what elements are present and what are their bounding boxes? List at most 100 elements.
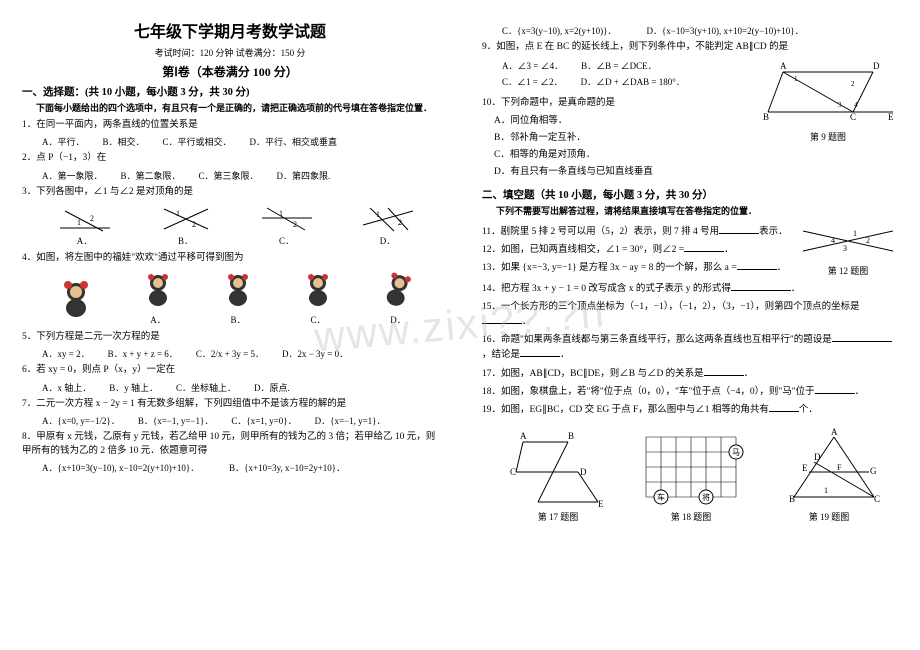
q6-text: 6．若 xy = 0，则点 P（x，y）一定在	[22, 363, 438, 377]
q8-opt-b: B．{x+10=3y, x−10=2y+10}．	[229, 461, 345, 474]
q14-text: 14．把方程 3x + y − 1 = 0 改写成含 x 的式子表示 y 的形式…	[482, 284, 731, 294]
svg-text:1: 1	[77, 218, 81, 227]
q4-label-d: D．	[378, 313, 418, 326]
q7-opt-d: D．{x=−1, y=1}．	[315, 414, 386, 427]
q19-text-a: 19．如图，EG∥BC，CD 交 EG 于点 F，那么图中与∠1 相等的角共有	[482, 405, 769, 415]
q6-opt-b: B．y 轴上．	[109, 381, 158, 394]
q6-opts: A．x 轴上． B．y 轴上． C．坐标轴上． D．原点.	[22, 381, 438, 394]
q9-opt-a: A．∠3 = ∠4．	[502, 59, 563, 72]
blank	[731, 281, 791, 291]
section2-instruction: 下列不需要写出解答过程，请将结果直接填写在答卷指定的位置．	[482, 204, 898, 217]
q12-fig-label: 第 12 题图	[798, 264, 898, 277]
q2-opts: A．第一象限． B．第二象限． C．第三象限． D．第四象限.	[22, 169, 438, 182]
q6-opt-d: D．原点.	[254, 381, 290, 394]
svg-text:F: F	[837, 463, 842, 472]
q4-label-b: B．	[218, 313, 258, 326]
svg-text:马: 马	[732, 448, 740, 457]
q16-text-a: 16．命题"如果两条直线都与第三条直线平行，那么这两条直线也互相平行"的题设是	[482, 335, 832, 345]
fig19: A BC EG DF 1	[774, 427, 884, 507]
q19-text-b: 个．	[799, 405, 818, 415]
q11-text-b: 表示．	[759, 227, 788, 237]
q16-text-b: ，结论是	[482, 350, 520, 360]
q4-mascot-d	[378, 269, 418, 309]
q12: 12．如图，已知两直线相交，∠1 = 30°，则∠2 =．	[482, 242, 798, 257]
svg-text:1: 1	[853, 229, 857, 238]
q3-diagrams: 12 A． 12 B． 12 C． 12	[22, 203, 438, 247]
q5-opt-c: C．2/x + 3y = 5．	[196, 347, 264, 360]
q3-diagram-a: 12	[55, 203, 115, 233]
svg-text:1: 1	[794, 75, 798, 83]
q11: 11．剧院里 5 排 2 号可以用（5，2）表示，则 7 排 4 号用表示．	[482, 224, 798, 239]
q7-opts: A．{x=0, y=−1/2}． B．{x=−1, y=−1}． C．{x=1,…	[22, 414, 438, 427]
q12-figure: 12 34	[798, 221, 898, 261]
svg-text:A: A	[520, 431, 527, 441]
svg-text:1: 1	[176, 209, 180, 218]
q4-text: 4．如图，将左图中的福娃"欢欢"通过平移可得到图为	[22, 251, 438, 265]
q1-opt-c: C．平行或相交．	[163, 135, 232, 148]
q13: 13．如果 {x=−3, y=−1} 是方程 3x − ay = 8 的一个解，…	[482, 260, 798, 275]
svg-text:2: 2	[90, 214, 94, 223]
svg-text:B: B	[789, 494, 795, 504]
blank	[737, 260, 777, 270]
section2-header: 二、填空题（共 10 小题，每小题 3 分，共 30 分）	[482, 187, 898, 202]
svg-text:B: B	[568, 431, 574, 441]
q10-text: 10．下列命题中，是真命题的是	[482, 96, 758, 110]
q5-opts: A．xy = 2． B．x + y + z = 6． C．2/x + 3y = …	[22, 347, 438, 360]
svg-text:将: 将	[702, 492, 710, 502]
q7-text: 7．二元一次方程 x − 2y = 1 有无数多组解，下列四组值中不是该方程的解…	[22, 397, 438, 411]
q9-opts2: C．∠1 = ∠2． D．∠D + ∠DAB = 180°．	[482, 75, 758, 88]
q9-opt-c: C．∠1 = ∠2．	[502, 75, 563, 88]
q13-text-b: {x=−3, y=−1} 是方程 3x − ay = 8 的一个解，那么 a =	[522, 263, 736, 273]
svg-text:G: G	[870, 466, 877, 476]
svg-text:D: D	[580, 467, 587, 477]
q9-text: 9．如图，点 E 在 BC 的延长线上，则下列条件中，不能判定 AB∥CD 的是	[482, 40, 898, 54]
svg-text:A: A	[831, 427, 838, 437]
q1-opt-d: D．平行、相交或垂直	[250, 135, 338, 148]
section1-header: 一、选择题：(共 10 小题，每小题 3 分，共 30 分)	[22, 84, 438, 99]
q3-diagram-c: 12	[257, 203, 317, 233]
q15-text: 15．一个长方形的三个顶点坐标为（−1，−1），（−1，2），（3，−1），则第…	[482, 302, 860, 312]
q9-opts1: A．∠3 = ∠4． B．∠B = ∠DCE．	[482, 59, 758, 72]
fig17-label: 第 17 题图	[508, 510, 608, 523]
svg-text:B: B	[763, 112, 769, 122]
q18: 18．如图，象棋盘上，若"将"位于点（0，0），"车"位于点（−4，0），则"马…	[482, 384, 898, 399]
q8-opts: A．{x+10=3(y−10), x−10=2(y+10)+10}． B．{x+…	[22, 461, 438, 474]
right-column: C．{x=3(y−10), x=2(y+10)}． D．{x−10=3(y+10…	[460, 0, 920, 650]
q5-opt-a: A．xy = 2．	[42, 347, 90, 360]
q8-opt-c: C．{x=3(y−10), x=2(y+10)}．	[502, 24, 616, 37]
q3-label-b: B．	[156, 234, 216, 247]
svg-text:C: C	[850, 112, 856, 122]
q5-opt-b: B．x + y + z = 6．	[108, 347, 178, 360]
blank	[684, 242, 724, 252]
q16: 16．命题"如果两条直线都与第三条直线平行，那么这两条直线也互相平行"的题设是 ，…	[482, 332, 898, 363]
svg-text:4: 4	[831, 236, 835, 245]
q10-opt-a: A．同位角相等．	[482, 114, 758, 128]
q14: 14．把方程 3x + y − 1 = 0 改写成含 x 的式子表示 y 的形式…	[482, 281, 898, 296]
svg-text:1: 1	[376, 210, 380, 219]
q5-opt-d: D．2x − 3y = 0．	[282, 347, 348, 360]
q4-mascot-orig	[54, 276, 98, 320]
q10-opt-d: D．有且只有一条直线与已知直线垂直	[482, 165, 758, 179]
q17-text: 17．如图，AB∥CD，BC∥DE，则∠B 与∠D 的关系是	[482, 369, 704, 379]
svg-text:1: 1	[279, 209, 283, 218]
blank	[769, 402, 799, 412]
svg-text:D: D	[873, 61, 880, 71]
q3-text: 3．下列各图中，∠1 与∠2 是对顶角的是	[22, 185, 438, 199]
q9-opt-d: D．∠D + ∠DAB = 180°．	[581, 75, 685, 88]
q1-opts: A．平行． B．相交． C．平行或相交． D．平行、相交或垂直	[22, 135, 438, 148]
q5-text: 5．下列方程是二元一次方程的是	[22, 330, 438, 344]
q9-figure: AD BCE 13 24	[758, 57, 898, 127]
q1-opt-b: B．相交．	[103, 135, 145, 148]
svg-text:A: A	[780, 61, 787, 71]
q4-mascot-b	[218, 269, 258, 309]
svg-text:2: 2	[192, 220, 196, 229]
fig18-label: 第 18 题图	[636, 510, 746, 523]
q19: 19．如图，EG∥BC，CD 交 EG 于点 F，那么图中与∠1 相等的角共有 个…	[482, 402, 898, 417]
svg-text:E: E	[802, 463, 808, 473]
q4-label-c: C．	[298, 313, 338, 326]
q7-opt-b: B．{x=−1, y=−1}．	[138, 414, 213, 427]
blank	[520, 347, 560, 357]
blank	[719, 224, 759, 234]
q4-label-a: A．	[138, 313, 178, 326]
svg-text:2: 2	[851, 80, 855, 88]
